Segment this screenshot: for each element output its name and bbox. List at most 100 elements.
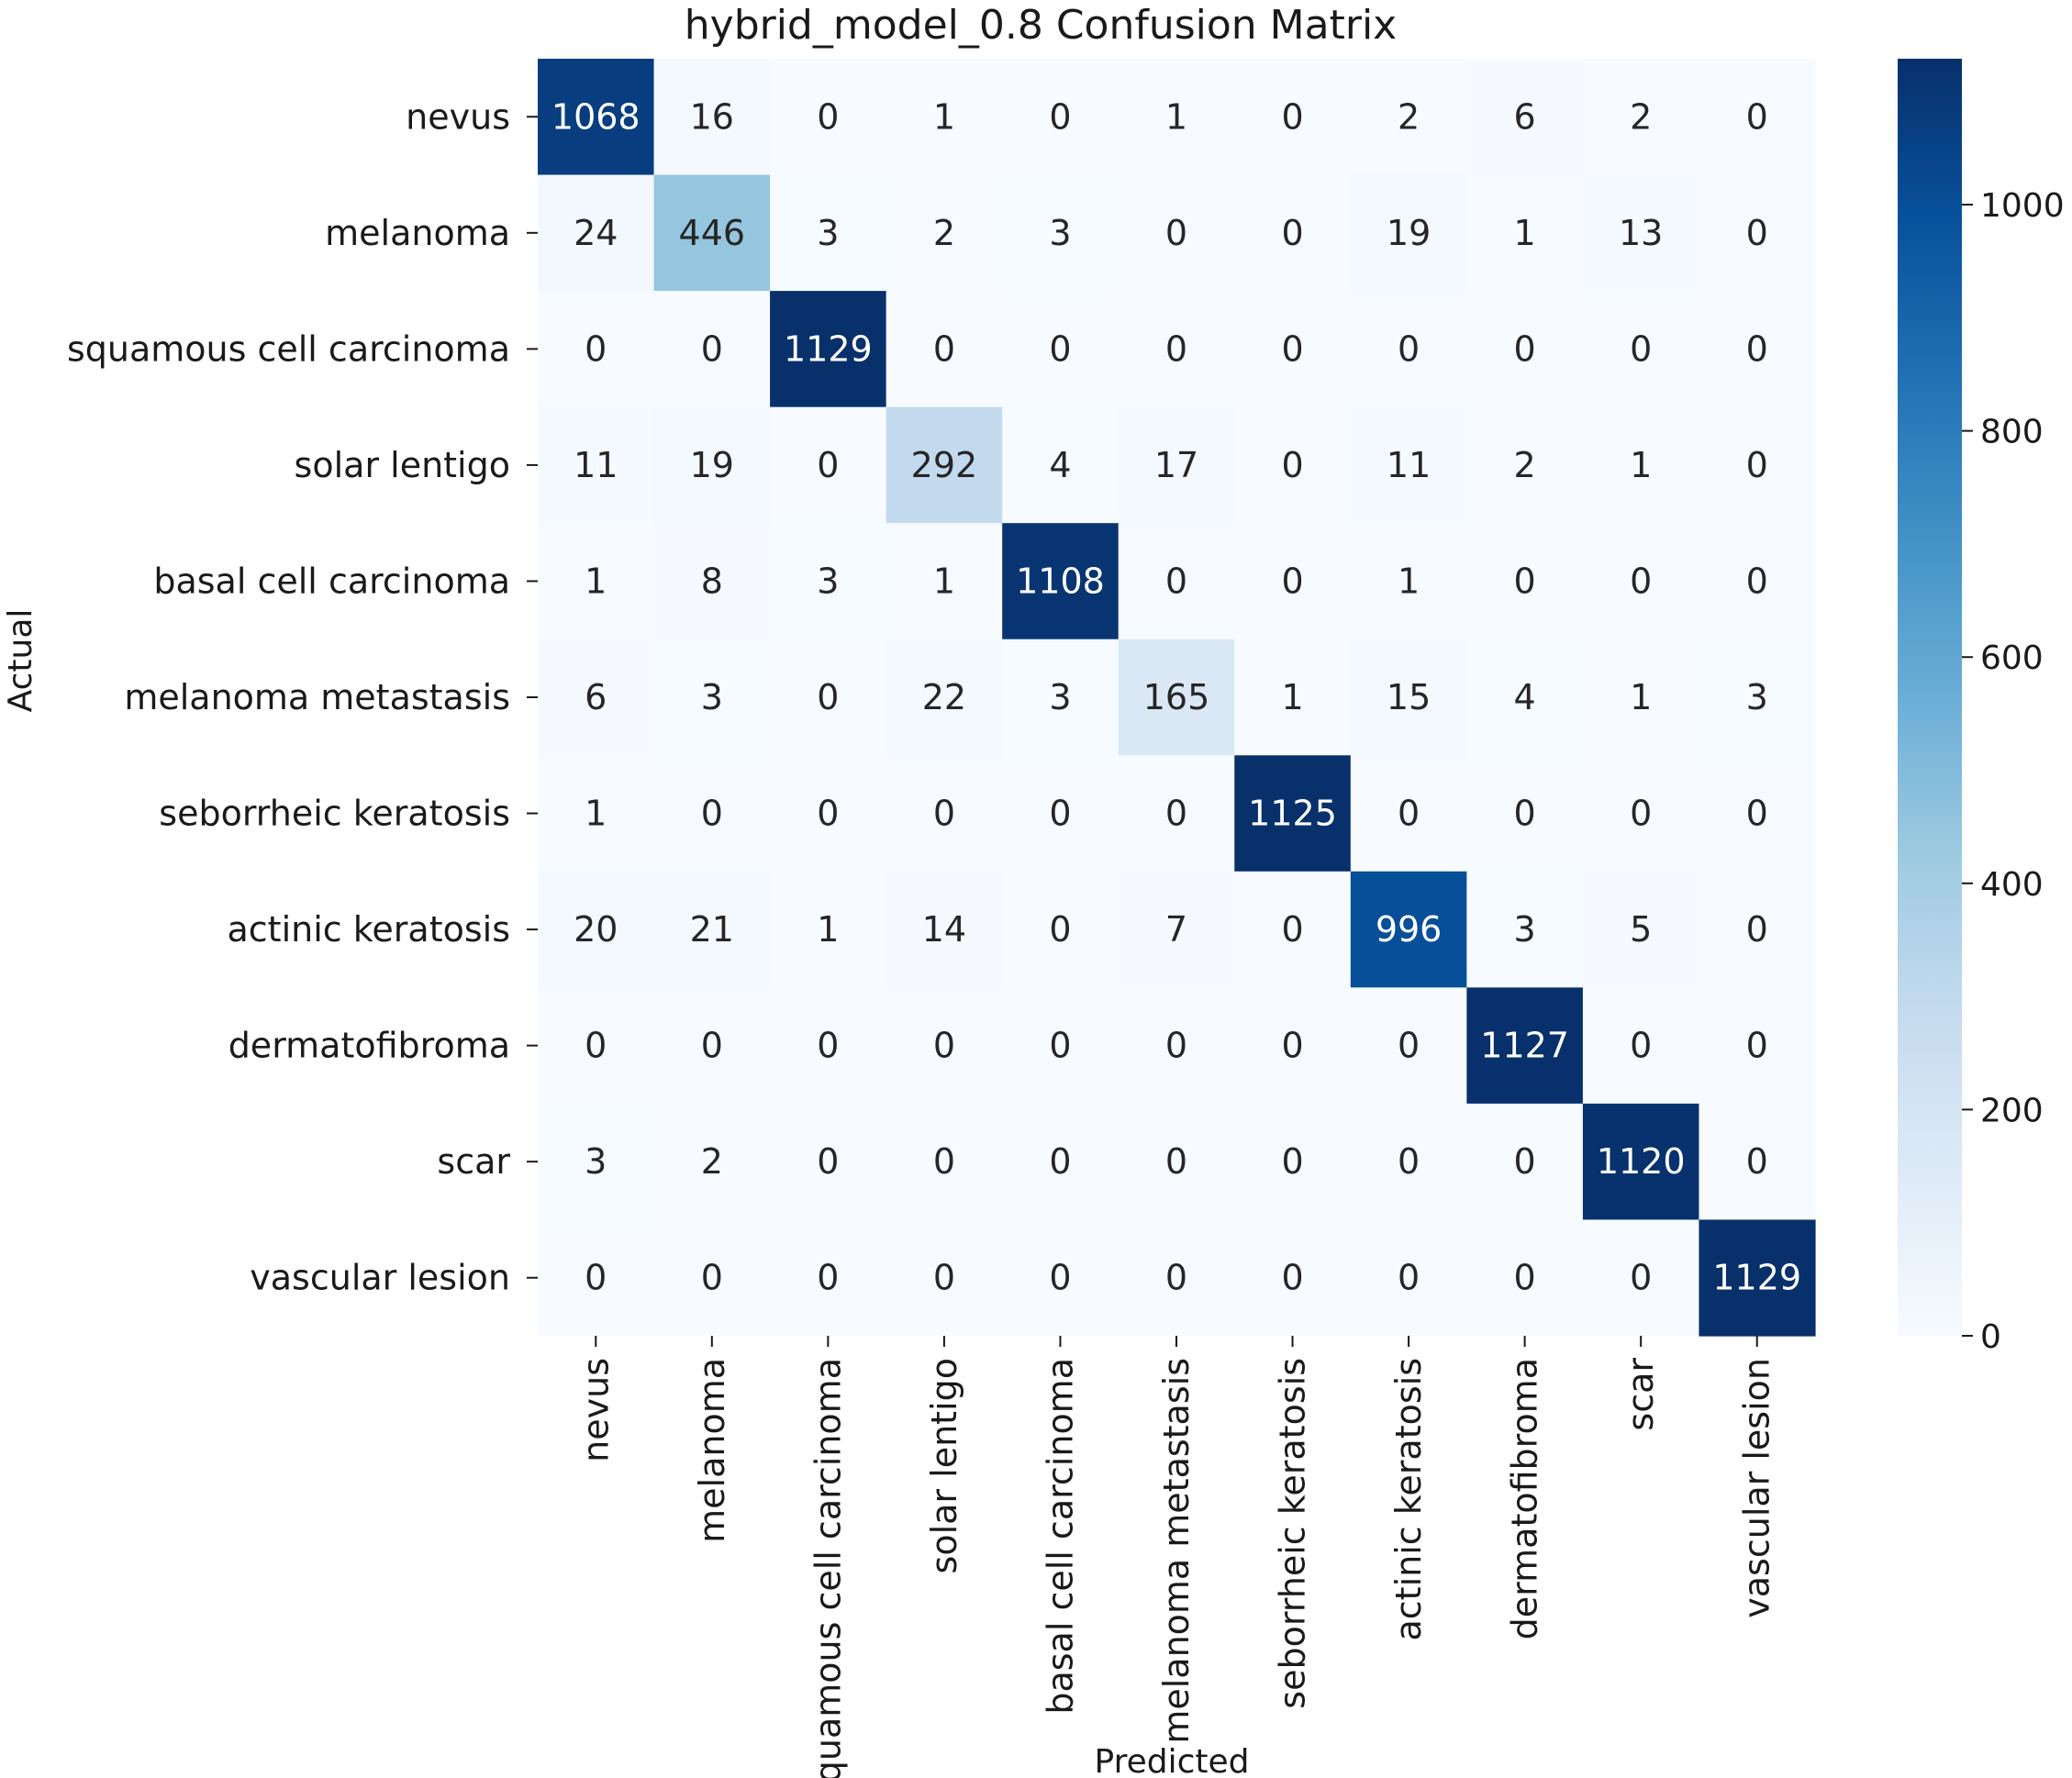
cell-value-label: 11 xyxy=(1387,445,1431,485)
heatmap-cell xyxy=(1582,755,1700,872)
cell-value-label: 0 xyxy=(1165,213,1187,253)
heatmap-cell xyxy=(1350,871,1467,988)
cell-value-label: 0 xyxy=(1049,909,1071,950)
cell-value-label: 0 xyxy=(1746,445,1768,485)
heatmap-cell xyxy=(1350,291,1467,408)
cell-value-label: 0 xyxy=(585,328,607,369)
heatmap-cell xyxy=(770,523,887,640)
heatmap-cell xyxy=(770,406,887,524)
heatmap-cell xyxy=(1118,1219,1235,1337)
cell-value-label: 21 xyxy=(690,909,734,950)
heatmap-cell xyxy=(538,523,655,640)
heatmap-cell xyxy=(538,59,655,176)
y-tick-label: basal cell carcinoma xyxy=(153,561,510,601)
cell-value-label: 0 xyxy=(1165,1026,1187,1066)
colorbar-tick-label: 800 xyxy=(1980,414,2044,451)
heatmap-cell xyxy=(886,1103,1003,1221)
heatmap-cell xyxy=(886,755,1003,872)
cell-value-label: 15 xyxy=(1387,677,1431,717)
cell-value-label: 19 xyxy=(690,445,734,485)
cell-value-label: 0 xyxy=(1281,909,1303,950)
heatmap-cell xyxy=(1699,59,1816,176)
heatmap-cell xyxy=(1582,174,1700,292)
heatmap-cell xyxy=(1118,639,1235,756)
colorbar-ticks: 0 200 400 600 800 1000 xyxy=(1962,187,2065,1356)
cell-value-label: 16 xyxy=(690,96,734,137)
heatmap-cell xyxy=(1466,174,1584,292)
heatmap-cell xyxy=(1002,987,1120,1105)
cell-value-label: 19 xyxy=(1387,213,1431,253)
cell-value-label: 2 xyxy=(1514,445,1536,485)
cell-value-label: 0 xyxy=(933,1026,955,1066)
cell-value-label: 14 xyxy=(922,909,966,950)
heatmap-cell xyxy=(1234,174,1352,292)
heatmap-cell xyxy=(1466,59,1584,176)
cell-value-label: 1127 xyxy=(1480,1026,1569,1066)
cell-value-label: 0 xyxy=(1746,213,1768,253)
cell-value-label: 0 xyxy=(1398,794,1420,834)
colorbar-tick-label: 200 xyxy=(1980,1092,2044,1129)
heatmap-cells: 1068 16 0 1 0 1 0 2 6 2 024 446 3 2 3 0 0 19 1 13 00 0 1129 0 0 0… xyxy=(538,59,1816,1337)
x-tick-label: actinic keratosis xyxy=(1388,1358,1429,1641)
heatmap-cell xyxy=(770,174,887,292)
cell-value-label: 0 xyxy=(1746,1026,1768,1066)
y-tick-label: vascular lesion xyxy=(250,1258,510,1298)
heatmap-cell xyxy=(886,871,1003,988)
heatmap-cell xyxy=(653,406,771,524)
heatmap-cell xyxy=(538,1219,655,1337)
x-tick-label: solar lentigo xyxy=(924,1358,964,1573)
cell-value-label: 1108 xyxy=(1016,561,1105,601)
heatmap-cell xyxy=(1118,174,1235,292)
heatmap-cell xyxy=(1350,174,1467,292)
cell-value-label: 0 xyxy=(1398,328,1420,369)
cell-value-label: 24 xyxy=(574,213,618,253)
y-axis-label: Actual xyxy=(2,609,39,713)
y-tick-label: nevus xyxy=(406,96,510,137)
colorbar-tick-label: 1000 xyxy=(1980,187,2065,225)
cell-value-label: 3 xyxy=(1049,677,1071,717)
cell-value-label: 0 xyxy=(1398,1258,1420,1298)
heatmap-cell xyxy=(1582,59,1700,176)
heatmap-cell xyxy=(1002,59,1120,176)
heatmap-cell xyxy=(1699,871,1816,988)
heatmap-cell xyxy=(653,871,771,988)
cell-value-label: 5 xyxy=(1630,909,1652,950)
heatmap-cell xyxy=(1466,755,1584,872)
heatmap-cell xyxy=(653,639,771,756)
cell-value-label: 0 xyxy=(1630,561,1652,601)
heatmap-cell xyxy=(770,639,887,756)
cell-value-label: 1129 xyxy=(1712,1258,1801,1298)
heatmap-cell xyxy=(538,406,655,524)
heatmap-cell xyxy=(886,987,1003,1105)
cell-value-label: 3 xyxy=(817,213,839,253)
cell-value-label: 0 xyxy=(1281,1026,1303,1066)
cell-value-label: 0 xyxy=(1049,328,1071,369)
heatmap-cell xyxy=(1466,291,1584,408)
cell-value-label: 996 xyxy=(1376,909,1443,950)
cell-value-label: 1 xyxy=(933,96,955,137)
heatmap-cell xyxy=(538,1103,655,1221)
heatmap-cell xyxy=(1582,1103,1700,1221)
cell-value-label: 0 xyxy=(933,1258,955,1298)
heatmap-cell xyxy=(1350,59,1467,176)
cell-value-label: 1 xyxy=(1165,96,1187,137)
heatmap-cell xyxy=(1466,1219,1584,1337)
heatmap-cell xyxy=(1118,291,1235,408)
cell-value-label: 2 xyxy=(701,1141,723,1182)
cell-value-label: 0 xyxy=(1514,561,1536,601)
cell-value-label: 0 xyxy=(1398,1141,1420,1182)
y-axis-ticks: nevus melanoma squamous cell carcinoma sola… xyxy=(67,96,538,1298)
cell-value-label: 1 xyxy=(1281,677,1303,717)
cell-value-label: 2 xyxy=(933,213,955,253)
y-tick-label: actinic keratosis xyxy=(228,909,511,950)
heatmap-cell xyxy=(1582,406,1700,524)
heatmap-cell xyxy=(538,987,655,1105)
cell-value-label: 8 xyxy=(701,561,723,601)
cell-value-label: 6 xyxy=(585,677,607,717)
cell-value-label: 0 xyxy=(1049,1026,1071,1066)
heatmap-cell xyxy=(1466,1103,1584,1221)
cell-value-label: 1125 xyxy=(1248,794,1337,834)
heatmap-cell xyxy=(1234,291,1352,408)
heatmap-cell xyxy=(653,1219,771,1337)
cell-value-label: 0 xyxy=(1746,561,1768,601)
